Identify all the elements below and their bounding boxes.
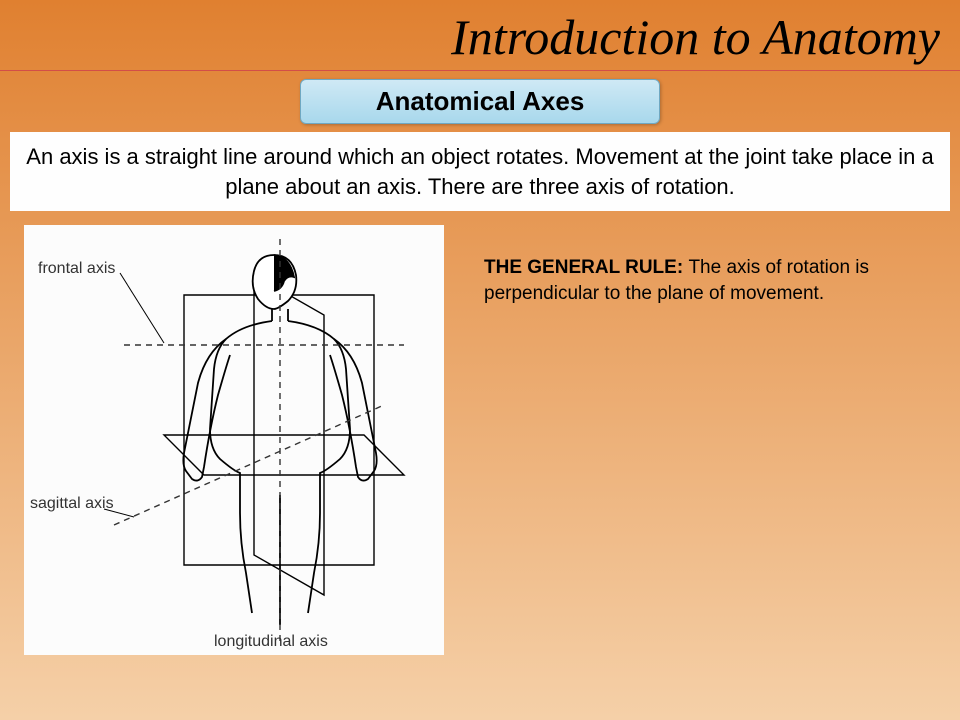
subtitle-box: Anatomical Axes	[300, 79, 660, 124]
content-row: frontal axis sagittal axis longitudinal …	[0, 225, 960, 655]
description-text: An axis is a straight line around which …	[10, 132, 950, 211]
label-sagittal-axis: sagittal axis	[30, 495, 114, 513]
label-longitudinal-axis: longitudinal axis	[214, 633, 328, 651]
figure-svg	[24, 225, 444, 655]
label-frontal-axis: frontal axis	[38, 260, 115, 278]
rule-label: THE GENERAL RULE:	[484, 257, 688, 278]
page-title: Introduction to Anatomy	[0, 0, 960, 71]
general-rule-text: THE GENERAL RULE: The axis of rotation i…	[484, 225, 960, 655]
anatomical-figure: frontal axis sagittal axis longitudinal …	[24, 225, 444, 655]
